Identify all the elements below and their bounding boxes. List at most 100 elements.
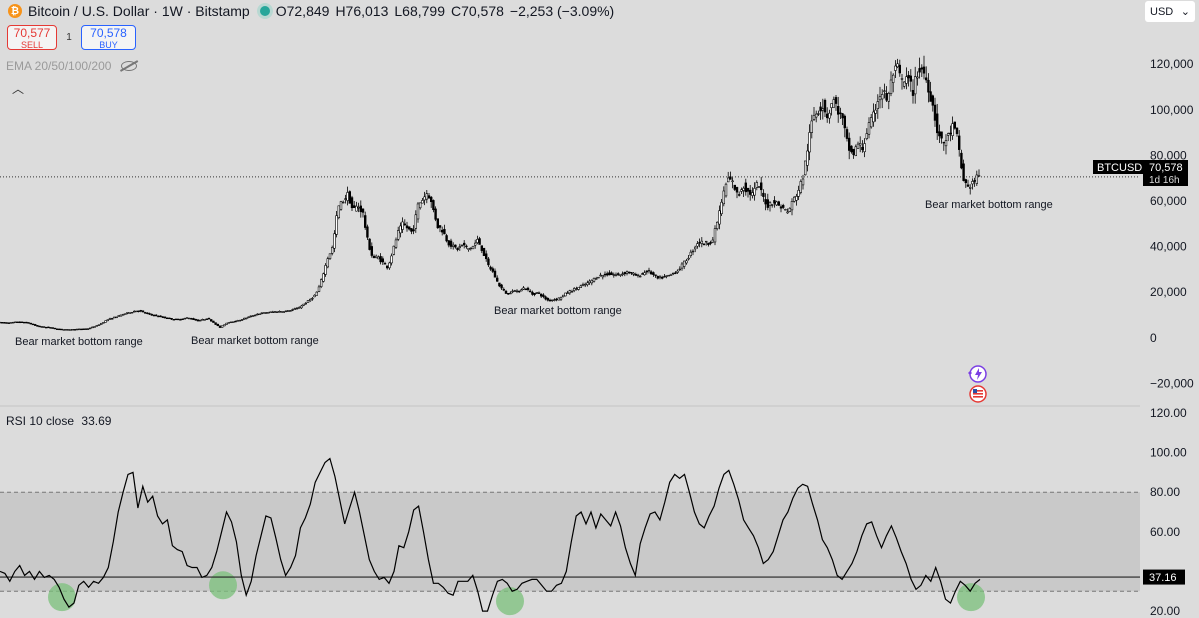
candle-body xyxy=(280,311,283,313)
candle-body xyxy=(337,205,340,219)
candle-body xyxy=(67,329,70,331)
candle-body xyxy=(801,178,805,186)
candle-body xyxy=(522,287,525,290)
candle-body xyxy=(757,186,761,189)
candle-body xyxy=(317,286,321,292)
candle-body xyxy=(91,326,94,329)
ema-label: EMA 20/50/100/200 xyxy=(6,59,112,73)
candle-body xyxy=(196,319,200,322)
buy-label: BUY xyxy=(99,40,118,50)
candle-body xyxy=(467,248,470,250)
candle-body xyxy=(223,324,226,327)
candle-body xyxy=(814,113,818,118)
candle-body xyxy=(401,221,404,230)
candle-body xyxy=(498,282,501,287)
candle-body xyxy=(482,247,486,256)
candle-body xyxy=(269,311,272,313)
candle-body xyxy=(847,137,851,151)
price-axis[interactable]: 120,000 100,000 80,000 60,000 40,000 20,000 0 −… xyxy=(1150,57,1194,390)
candle-body xyxy=(12,321,15,324)
candle-body xyxy=(586,282,589,286)
candle-body xyxy=(69,329,72,331)
candle-body xyxy=(869,117,873,128)
candle-body xyxy=(841,113,844,119)
candle-body xyxy=(821,108,825,111)
candle-body xyxy=(504,290,508,294)
candle-body xyxy=(830,103,833,108)
candle-body xyxy=(608,272,611,276)
candle-body xyxy=(20,321,24,323)
candle-body xyxy=(786,211,789,214)
candle-body xyxy=(909,75,913,82)
candle-body xyxy=(392,245,395,255)
candle-body xyxy=(49,327,52,329)
candle-body xyxy=(377,256,380,260)
collapse-legend-icon[interactable]: ︿ xyxy=(12,82,25,96)
candle-body xyxy=(509,292,512,295)
ema-legend[interactable]: EMA 20/50/100/200 xyxy=(6,59,138,73)
candle-body xyxy=(100,323,103,325)
candle-body xyxy=(898,64,902,74)
trade-panel: 70,577 SELL 1 70,578 BUY xyxy=(7,25,136,50)
candle-body xyxy=(201,319,204,321)
candle-body xyxy=(25,321,28,324)
candle-body xyxy=(190,318,193,320)
candle-body xyxy=(555,298,558,301)
candle-body xyxy=(834,97,838,104)
candle-body xyxy=(291,309,294,311)
candle-body xyxy=(339,201,343,210)
candle-body xyxy=(775,201,778,206)
us-flag-event-icon[interactable] xyxy=(969,385,987,403)
rsi-tag: 37.16 xyxy=(1143,569,1185,585)
candle-body xyxy=(221,325,224,328)
candle-body xyxy=(183,317,186,320)
candle-body xyxy=(748,189,752,195)
candle-body xyxy=(946,133,950,136)
sell-button[interactable]: 70,577 SELL xyxy=(7,25,57,50)
candle-body xyxy=(234,320,237,323)
candle-body xyxy=(784,209,787,211)
candle-body xyxy=(614,274,618,276)
candle-body xyxy=(458,246,461,248)
rsi-value: 33.69 xyxy=(81,414,112,428)
candle-body xyxy=(687,257,690,260)
candle-body xyxy=(953,121,957,129)
candle-body xyxy=(330,247,334,254)
candle-body xyxy=(808,132,811,153)
candle-body xyxy=(394,239,398,248)
rsi-legend[interactable]: RSI 10 close 33.69 xyxy=(6,414,115,428)
candle-body xyxy=(146,312,149,315)
sell-label: SELL xyxy=(20,40,44,50)
candle-body xyxy=(258,313,261,315)
chevron-down-icon: ⌄ xyxy=(1180,6,1190,18)
buy-button[interactable]: 70,578 BUY xyxy=(81,25,136,50)
annotation-label: Bear market bottom range xyxy=(15,336,143,348)
candle-body xyxy=(260,312,263,315)
candle-body xyxy=(579,285,583,288)
candle-body xyxy=(649,271,653,275)
candle-body xyxy=(641,273,644,275)
lightning-event-icon[interactable] xyxy=(968,365,987,383)
candle-body xyxy=(975,174,979,184)
candle-body xyxy=(973,180,976,182)
candle-body xyxy=(122,314,125,316)
candle-body xyxy=(300,305,303,309)
candle-body xyxy=(104,320,107,323)
candle-body xyxy=(583,283,587,286)
rsi-axis[interactable]: 120.00 100.00 80.00 60.00 20.00 xyxy=(1150,406,1187,618)
candle-body xyxy=(108,318,112,320)
candle-body xyxy=(62,329,66,331)
candle-body xyxy=(282,311,285,313)
symbol-title[interactable]: Bitcoin / U.S. Dollar · 1W · Bitstamp xyxy=(28,3,250,19)
candle-body xyxy=(396,230,400,240)
rsi-tick-label: 60.00 xyxy=(1150,525,1180,539)
rsi-highlight-circle xyxy=(48,583,76,612)
candle-body xyxy=(243,317,246,320)
buy-price: 70,578 xyxy=(90,26,127,40)
candle-body xyxy=(524,288,528,291)
eye-hidden-icon[interactable] xyxy=(121,61,138,71)
candle-body xyxy=(14,321,17,323)
candle-body xyxy=(724,183,728,197)
currency-select[interactable]: USD ⌄ xyxy=(1145,1,1195,22)
